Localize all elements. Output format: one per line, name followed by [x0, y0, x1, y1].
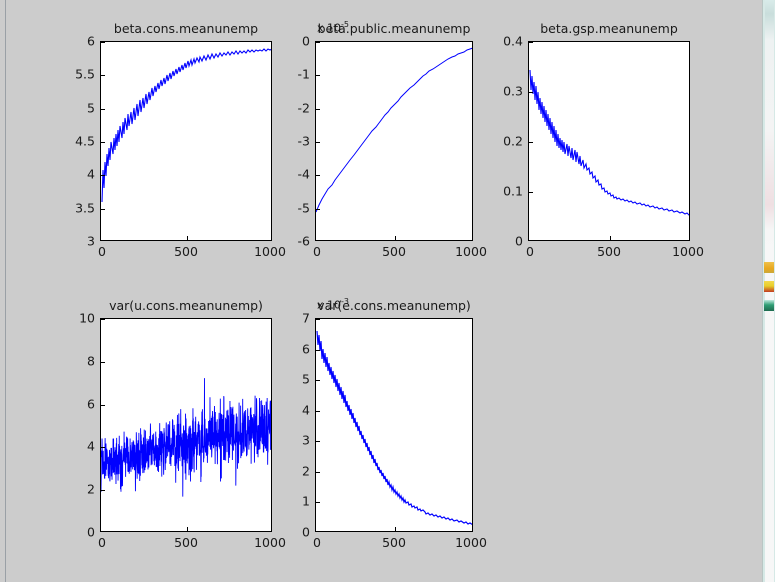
plot-title-beta-gsp: beta.gsp.meanunemp [540, 21, 678, 36]
xtick-label: 500 [174, 535, 198, 550]
plot-line-beta-cons [101, 48, 271, 203]
axis-exponent-label-var-e-cons: x 10-3 [317, 297, 349, 312]
xtick-label: 0 [98, 244, 106, 259]
xtick-label: 500 [174, 244, 198, 259]
xtick-label: 1000 [455, 535, 487, 550]
warning-icon[interactable] [764, 281, 774, 292]
ytick-label: 10 [79, 310, 95, 326]
xtick-label: 0 [98, 535, 106, 550]
plot-title-var-u-cons: var(u.cons.meanunemp) [109, 298, 263, 313]
plot-line-var-e-cons [316, 330, 472, 526]
figure-left-border [5, 0, 6, 582]
xtick-label: 500 [597, 244, 621, 259]
ytick-label: 6 [87, 396, 95, 412]
axes-box-beta-public [315, 41, 473, 241]
xtick-label: 1000 [672, 244, 704, 259]
subplot-beta-public-meanunemp[interactable]: beta.public.meanunemp x x 1010-5 -6 -5 -… [298, 20, 487, 259]
ytick-label: 3 [302, 432, 310, 448]
ytick-label: 1 [302, 493, 310, 509]
ytick-label: 0 [515, 233, 523, 249]
ytick-label: 0.2 [503, 133, 523, 149]
ytick-label: 0 [87, 524, 95, 540]
subplot-var-e-cons-meanunemp[interactable]: var(e.cons.meanunemp) x 10-3 0 1 2 3 4 5 [302, 297, 487, 550]
axis-exponent-value: -5 [341, 20, 349, 29]
ytick-label: 8 [87, 353, 95, 369]
ytick-label: 7 [302, 310, 310, 326]
xtick-label: 0 [313, 535, 321, 550]
subplot-beta-gsp-meanunemp[interactable]: beta.gsp.meanunemp 0 0.1 0.2 0.3 0.4 0 5… [503, 21, 704, 259]
ytick-label: 4 [87, 438, 95, 454]
xtick-label: 500 [382, 535, 406, 550]
ytick-label: -2 [297, 100, 310, 116]
ytick-label: -1 [297, 66, 310, 82]
ytick-label: 5 [87, 100, 95, 116]
plot-line-beta-gsp [529, 69, 689, 216]
spreadsheet-icon[interactable] [764, 300, 774, 311]
xtick-label: 500 [382, 244, 406, 259]
axes-box-beta-cons [100, 41, 272, 241]
subplot-var-u-cons-meanunemp[interactable]: var(u.cons.meanunemp) 0 2 4 6 8 10 0 500… [79, 298, 286, 550]
ytick-label: 0 [302, 524, 310, 540]
ytick-label: 0.4 [503, 33, 523, 49]
xtick-label: 1000 [254, 535, 286, 550]
plot-line-beta-public [316, 47, 472, 213]
subplot-beta-cons-meanunemp[interactable]: beta.cons.meanunemp 3 3.5 4 4.5 5 5.5 6 … [75, 21, 286, 259]
ytick-label: 3.5 [75, 200, 95, 216]
ytick-label: 2 [87, 481, 95, 497]
axes-box-var-u-cons [100, 318, 272, 532]
axes-box-var-e-cons [315, 318, 473, 532]
xtick-label: 1000 [455, 244, 487, 259]
folder-icon[interactable] [764, 262, 774, 273]
ytick-label: -5 [297, 200, 310, 216]
plot-title-beta-cons: beta.cons.meanunemp [113, 21, 259, 36]
axis-exponent-value: -3 [341, 297, 349, 306]
xtick-label: 0 [526, 244, 534, 259]
ytick-label: -3 [297, 133, 310, 149]
axis-exponent-label-beta-public: x x 1010-5 [317, 20, 349, 35]
plot-title-var-e-cons: var(e.cons.meanunemp) [317, 298, 471, 313]
ytick-label: 6 [302, 341, 310, 357]
xtick-label: 0 [313, 244, 321, 259]
ytick-label: 5.5 [75, 66, 95, 82]
ytick-label: 3 [87, 233, 95, 249]
ytick-label: 4 [87, 166, 95, 182]
ytick-label: -4 [297, 166, 310, 182]
ytick-label: 6 [87, 33, 95, 49]
axes-box-beta-gsp [528, 41, 690, 241]
xtick-label: 1000 [254, 244, 286, 259]
ytick-label: 4 [302, 402, 310, 418]
ytick-label: -6 [297, 233, 310, 249]
ytick-label: 4.5 [75, 133, 95, 149]
ytick-label: 2 [302, 463, 310, 479]
ytick-label: 5 [302, 371, 310, 387]
ytick-label: 0.1 [503, 183, 523, 199]
ytick-label: 0.3 [503, 83, 523, 99]
plot-title-beta-public: beta.public.meanunemp [317, 21, 471, 36]
plot-line-var-u-cons [101, 378, 271, 497]
ytick-label: 0 [302, 33, 310, 49]
